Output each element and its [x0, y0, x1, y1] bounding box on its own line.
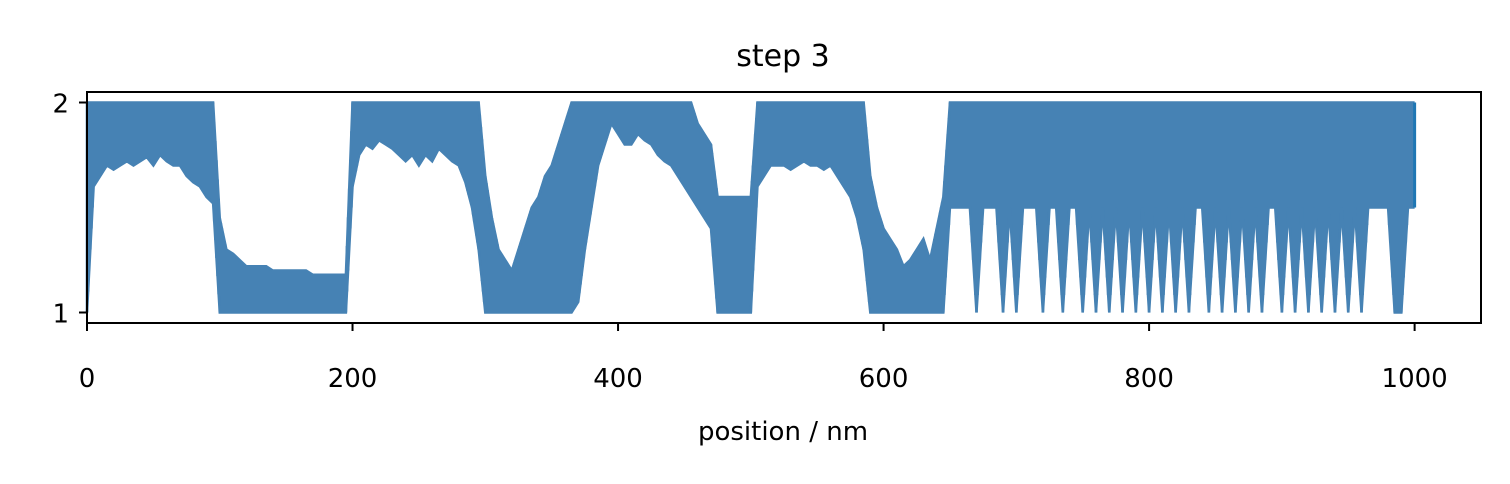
- x-axis-label: position / nm: [698, 417, 868, 447]
- y-tick-label: 1: [52, 300, 69, 330]
- x-tick-label: 600: [859, 364, 909, 394]
- x-tick-label: 0: [79, 364, 96, 394]
- x-axis-ticks: 0 200 400 600 800 1000: [79, 323, 1448, 394]
- plot-frame: [86, 91, 1482, 324]
- signal-upper-envelope: [87, 101, 1415, 276]
- series-layer: [85, 101, 1417, 314]
- x-tick-label: 1000: [1382, 364, 1448, 394]
- y-tick-label: 2: [52, 90, 69, 120]
- x-tick-label: 200: [328, 364, 378, 394]
- x-tick-label: 800: [1124, 364, 1174, 394]
- signal-lower-envelope: [85, 120, 1415, 314]
- y-axis-ticks: 12: [52, 90, 87, 330]
- x-tick-label: 400: [593, 364, 643, 394]
- chart-title: step 3: [736, 39, 830, 74]
